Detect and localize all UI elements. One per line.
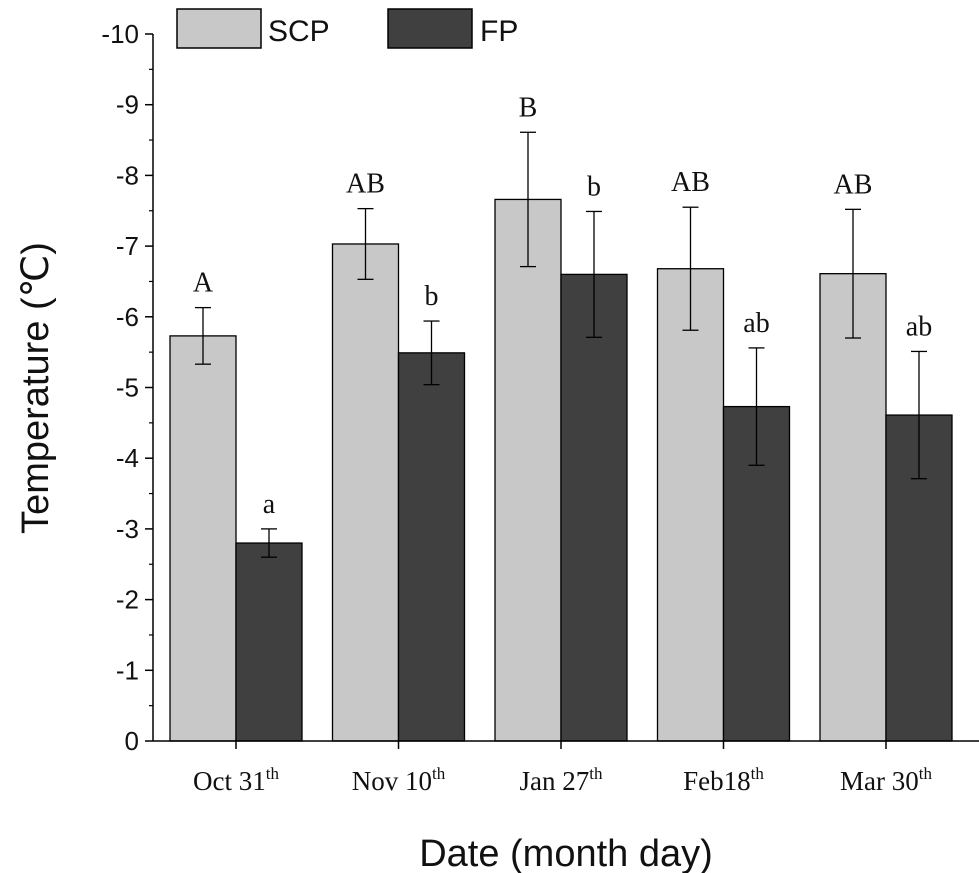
significance-label-fp-2: b (587, 171, 601, 202)
y-tick-label-10: -10 (101, 19, 139, 49)
y-tick-label-2: -2 (116, 585, 139, 615)
y-tick-label-7: -7 (116, 231, 139, 261)
y-tick-label-4: -4 (116, 443, 139, 473)
x-tick-label-4: Mar 30th (840, 764, 932, 796)
bar-scp-1 (331, 243, 400, 742)
y-tick-label-3: -3 (116, 514, 139, 544)
bar-fp-1 (397, 352, 466, 742)
x-tick-label-sup-3: th (751, 764, 765, 783)
legend-swatch-scp (176, 8, 262, 49)
x-tick-label-sup-4: th (919, 764, 933, 783)
y-tick-label-5: -5 (116, 373, 139, 403)
significance-label-scp-3: AB (671, 167, 710, 198)
legend-label-scp: SCP (268, 15, 330, 48)
x-tick-label-sup-1: th (432, 764, 446, 783)
x-tick-label-sup-0: th (266, 764, 280, 783)
y-tick-label-8: -8 (116, 160, 139, 190)
x-tick-label-0: Oct 31th (193, 764, 279, 796)
significance-label-fp-1: b (425, 281, 439, 312)
y-axis-title: Temperature (℃) (15, 242, 57, 534)
bar-scp-2 (494, 198, 562, 742)
bar-scp-3 (656, 268, 725, 742)
legend: SCP FP (176, 8, 518, 49)
significance-label-fp-3: ab (743, 308, 769, 339)
x-tick-label-3: Feb18th (683, 764, 764, 796)
significance-label-scp-1: AB (346, 169, 385, 200)
significance-label-scp-0: A (193, 268, 214, 299)
y-tick-label-9: -9 (116, 90, 139, 120)
bar-fp-0 (235, 542, 303, 742)
x-tick-label-sup-2: th (589, 764, 603, 783)
x-tick-label-1: Nov 10th (352, 764, 446, 796)
legend-swatch-fp (387, 8, 473, 49)
bar-scp-4 (819, 273, 887, 742)
bar-fp-2 (560, 273, 628, 742)
significance-label-fp-4: ab (906, 311, 932, 342)
significance-label-scp-2: B (519, 92, 538, 123)
y-tick-label-1: -1 (116, 655, 139, 685)
y-tick-label-0: 0 (125, 726, 139, 756)
significance-label-scp-4: AB (834, 169, 873, 200)
x-tick-label-2: Jan 27th (520, 764, 603, 796)
x-axis-title: Date (month day) (419, 833, 713, 873)
y-tick-label-6: -6 (116, 302, 139, 332)
significance-label-fp-0: a (263, 489, 276, 520)
legend-label-fp: FP (480, 15, 518, 48)
bar-scp-0 (169, 335, 237, 742)
